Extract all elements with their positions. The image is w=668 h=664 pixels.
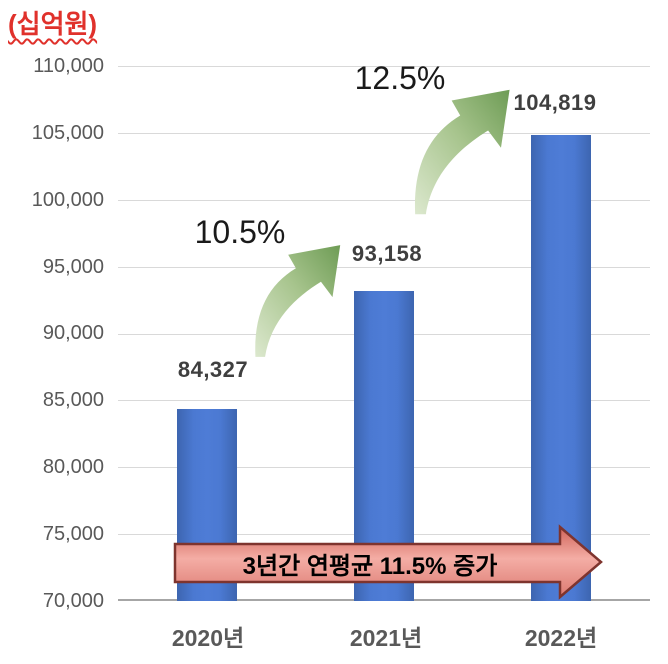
gridline [118, 66, 650, 67]
ytick-label: 85,000 [42, 389, 104, 411]
unit-label: (십억원) [8, 9, 98, 39]
value-label-2021: 93,158 [351, 241, 423, 266]
ytick-label: 105,000 [31, 122, 104, 144]
ytick-label: 75,000 [42, 523, 104, 545]
xtick-2020: 2020년 [171, 625, 245, 651]
ytick-label: 80,000 [42, 456, 104, 478]
ytick-label: 70,000 [42, 590, 104, 612]
growth-arrow-icon [255, 245, 341, 357]
value-label-2020: 84,327 [177, 357, 249, 382]
growth-label-1: 10.5% [194, 214, 286, 250]
xtick-2021: 2021년 [349, 625, 423, 651]
xtick-2022: 2022년 [524, 625, 598, 651]
plot-area [118, 66, 650, 601]
banner-arrow-icon [173, 524, 603, 600]
gridline [118, 266, 650, 268]
ytick-label: 100,000 [31, 189, 104, 211]
banner-label: 3년간 연평균 11.5% 증가 [242, 552, 498, 580]
ytick-label: 110,000 [33, 55, 104, 77]
value-label-2022: 104,819 [513, 90, 597, 115]
growth-label-2: 12.5% [354, 60, 446, 96]
growth-arrow-icon [414, 89, 510, 215]
ytick-label: 95,000 [42, 256, 104, 278]
bar-2022 [531, 135, 592, 601]
gridline [118, 199, 650, 201]
ytick-label: 90,000 [42, 322, 104, 344]
gridline [118, 132, 650, 134]
